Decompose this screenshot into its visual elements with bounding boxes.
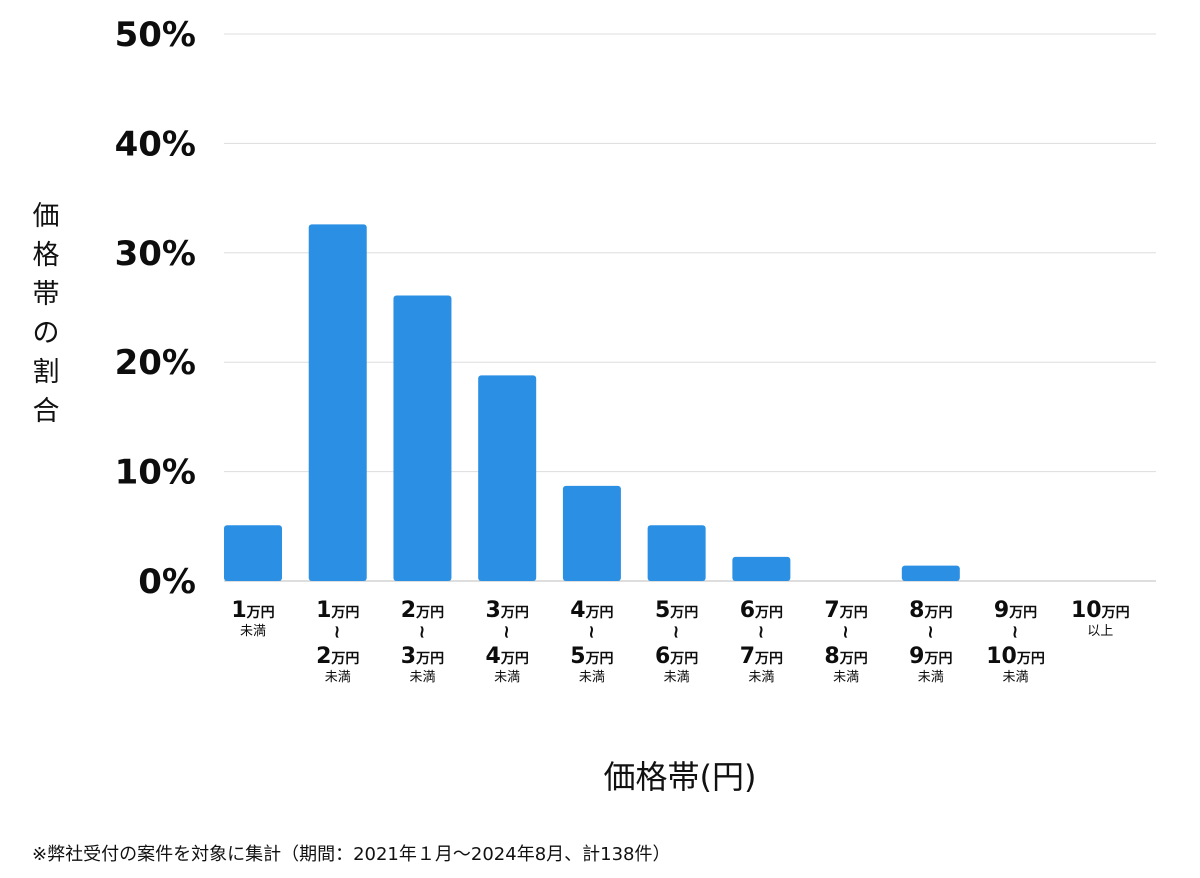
x-tick-suffix: 未満 — [833, 670, 859, 685]
x-axis-title: 価格帯(円) — [604, 758, 757, 796]
x-tick-value: 2万円 — [401, 598, 444, 623]
x-tick-suffix: 未満 — [748, 670, 774, 685]
x-tick-value: 9万円 — [994, 598, 1037, 623]
y-axis-title-char: 合 — [33, 396, 60, 427]
x-tick-value: 10万円 — [1071, 598, 1130, 623]
y-tick-label: 0% — [138, 562, 196, 602]
x-tick-suffix: 未満 — [579, 670, 605, 685]
x-tick-value: 6万円 — [655, 644, 698, 669]
x-tick-range-mark: ~ — [411, 624, 432, 639]
y-axis-ticks: 0% 10% 20% 30% 40% 50% — [115, 15, 196, 602]
y-axis-title-char: の — [33, 318, 60, 349]
x-tick-suffix: 未満 — [409, 670, 435, 685]
x-tick-value: 1万円 — [231, 598, 274, 623]
y-tick-label: 50% — [115, 15, 196, 55]
x-tick-value: 8万円 — [824, 644, 867, 669]
footnote: ※弊社受付の案件を対象に集計（期間：2021年１月〜2024年8月、計138件） — [32, 844, 671, 865]
x-tick-value: 6万円 — [740, 598, 783, 623]
x-tick-suffix: 未満 — [664, 670, 690, 685]
x-tick-suffix: 未満 — [1003, 670, 1029, 685]
x-tick-range-mark: ~ — [327, 624, 348, 639]
y-tick-label: 20% — [115, 343, 196, 383]
bar — [393, 295, 452, 581]
x-tick-value: 8万円 — [909, 598, 952, 623]
y-tick-label: 30% — [115, 234, 196, 274]
y-axis-title-char: 格 — [33, 240, 60, 271]
x-tick-value: 2万円 — [316, 644, 359, 669]
bar — [308, 224, 367, 581]
x-tick-range-mark: ~ — [1005, 624, 1026, 639]
y-axis-title-char: 割 — [33, 357, 60, 388]
x-tick-range-mark: ~ — [496, 624, 517, 639]
x-tick-range-mark: ~ — [835, 624, 856, 639]
bar — [732, 556, 791, 581]
x-tick-value: 7万円 — [824, 598, 867, 623]
x-tick-value: 3万円 — [401, 644, 444, 669]
x-tick-range-mark: ~ — [750, 624, 771, 639]
bar — [224, 525, 282, 581]
gridlines — [224, 33, 1156, 582]
bar — [647, 525, 706, 581]
y-axis-title-char: 帯 — [33, 279, 60, 310]
bars — [224, 224, 960, 581]
y-tick-label: 40% — [115, 124, 196, 164]
x-axis-ticks: 1万円未満1万円~2万円未満2万円~3万円未満3万円~4万円未満4万円~5万円未… — [231, 598, 1129, 685]
x-tick-value: 4万円 — [486, 644, 529, 669]
x-tick-range-mark: ~ — [581, 624, 602, 639]
x-tick-suffix: 未満 — [918, 670, 944, 685]
x-tick-range-mark: ~ — [666, 624, 687, 639]
x-tick-suffix: 以上 — [1087, 624, 1113, 639]
x-tick-suffix: 未満 — [325, 670, 351, 685]
bar — [478, 375, 537, 581]
y-axis-title-char: 価 — [33, 201, 60, 232]
x-tick-range-mark: ~ — [920, 624, 941, 639]
bar — [901, 565, 960, 581]
x-tick-value: 1万円 — [316, 598, 359, 623]
x-tick-suffix: 未満 — [240, 624, 266, 639]
x-tick-value: 5万円 — [655, 598, 698, 623]
x-tick-suffix: 未満 — [494, 670, 520, 685]
y-tick-label: 10% — [115, 453, 196, 493]
x-tick-value: 7万円 — [740, 644, 783, 669]
x-tick-value: 9万円 — [909, 644, 952, 669]
x-tick-value: 3万円 — [486, 598, 529, 623]
bar — [562, 485, 621, 581]
x-tick-value: 5万円 — [570, 644, 613, 669]
x-tick-value: 10万円 — [986, 644, 1045, 669]
x-tick-value: 4万円 — [570, 598, 613, 623]
